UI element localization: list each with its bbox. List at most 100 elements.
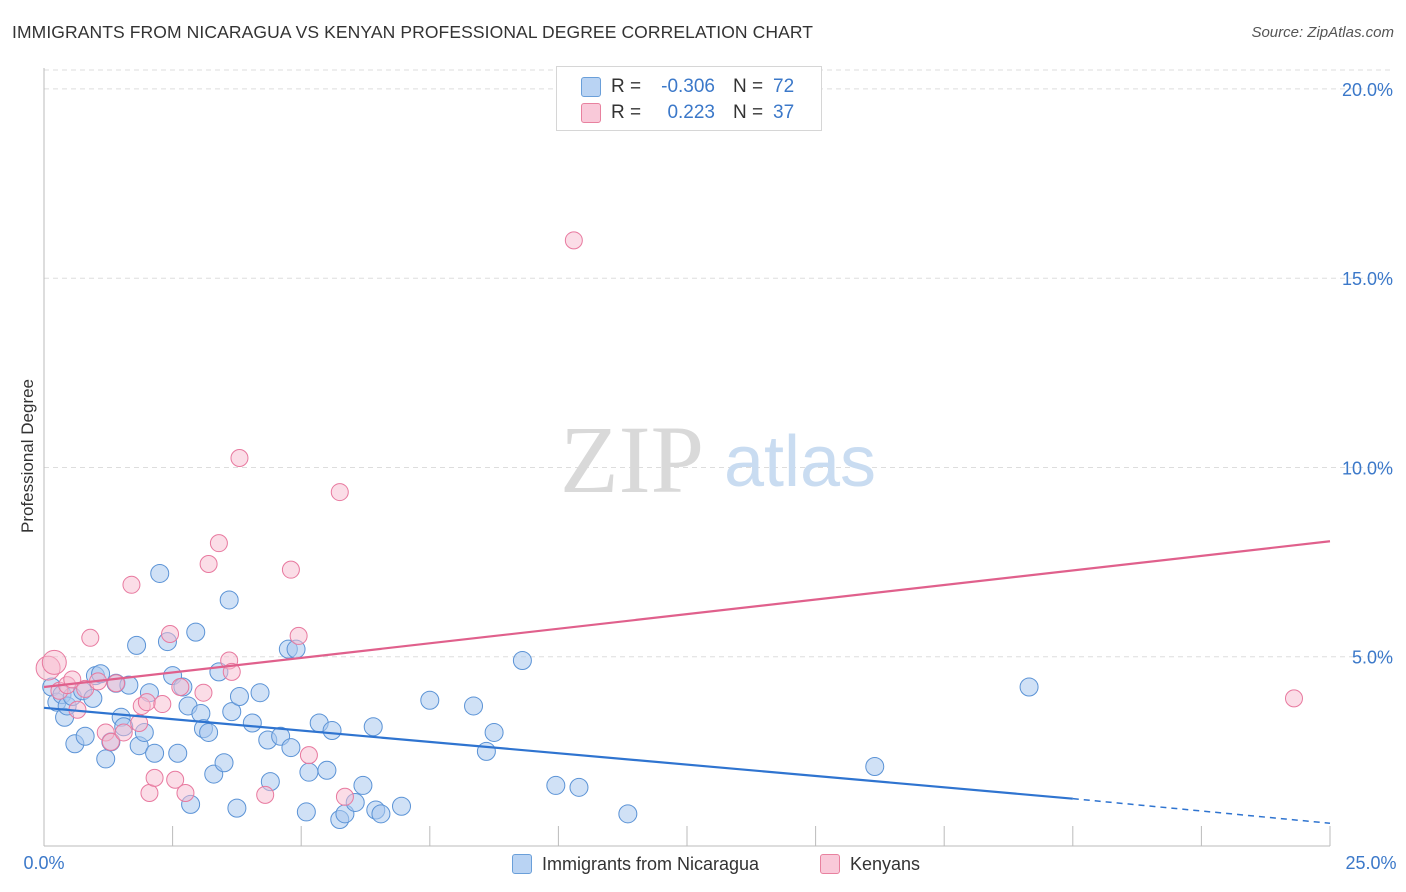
- point-kenyans: [564, 231, 583, 250]
- point-nicaragua: [96, 749, 116, 769]
- point-kenyans: [81, 628, 100, 647]
- chart-title: IMMIGRANTS FROM NICARAGUA VS KENYAN PROF…: [12, 22, 814, 42]
- point-nicaragua: [186, 622, 206, 642]
- point-nicaragua: [296, 802, 316, 822]
- legend-item-kenyans: Kenyans: [820, 852, 920, 876]
- point-kenyans: [166, 770, 185, 789]
- point-kenyans: [230, 449, 249, 467]
- point-nicaragua: [1019, 677, 1039, 697]
- point-nicaragua: [229, 686, 249, 706]
- watermark-atlas: atlas: [724, 422, 876, 502]
- legend-swatch-blue: [512, 854, 532, 874]
- point-nicaragua: [281, 738, 301, 758]
- point-kenyans: [171, 678, 190, 697]
- legend-label: Immigrants from Nicaragua: [542, 853, 760, 874]
- point-kenyans: [153, 695, 172, 714]
- trendline-kenyans: [43, 540, 1331, 689]
- n-label: N =: [733, 102, 764, 123]
- y-tick-label: 15.0%: [1342, 269, 1393, 289]
- point-nicaragua: [464, 696, 484, 716]
- point-nicaragua: [392, 796, 412, 816]
- point-nicaragua: [214, 753, 234, 773]
- point-nicaragua: [199, 722, 219, 742]
- point-nicaragua: [569, 777, 589, 797]
- point-kenyans: [289, 626, 308, 645]
- legend-label: Kenyans: [850, 853, 921, 874]
- point-nicaragua: [222, 702, 242, 722]
- series-kenyans-points: [35, 231, 1303, 806]
- point-nicaragua: [250, 683, 270, 703]
- legend-item-nicaragua: Immigrants from Nicaragua: [512, 852, 759, 876]
- source-label: Source: ZipAtlas.com: [1251, 24, 1394, 41]
- point-nicaragua: [371, 804, 391, 824]
- point-kenyans: [114, 723, 133, 742]
- point-kenyans: [176, 784, 195, 803]
- point-kenyans: [335, 787, 354, 806]
- point-kenyans: [161, 625, 180, 644]
- point-nicaragua: [168, 743, 188, 763]
- point-kenyans: [222, 662, 241, 681]
- legend-row-nicaragua: R = -0.306 N = 72: [581, 76, 794, 98]
- point-kenyans: [140, 784, 159, 803]
- point-nicaragua: [150, 563, 170, 583]
- point-nicaragua: [484, 722, 504, 742]
- point-nicaragua: [618, 804, 638, 824]
- point-kenyans: [137, 693, 156, 712]
- trendline-nicaragua-extension: [1072, 797, 1331, 825]
- x-tick-label: 0.0%: [23, 853, 64, 873]
- point-nicaragua: [363, 717, 383, 737]
- point-nicaragua: [299, 762, 319, 782]
- r-label: R =: [611, 102, 642, 123]
- point-kenyans: [122, 575, 141, 594]
- axes: [43, 68, 1331, 847]
- point-nicaragua: [512, 651, 532, 671]
- point-nicaragua: [353, 775, 373, 795]
- watermark: ZIP atlas: [560, 406, 876, 513]
- legend-swatch-pink: [581, 103, 601, 123]
- point-kenyans: [209, 534, 228, 553]
- point-nicaragua: [145, 743, 165, 763]
- point-kenyans: [299, 746, 318, 765]
- r-value: 0.223: [667, 102, 715, 123]
- point-nicaragua: [242, 713, 262, 733]
- point-nicaragua: [75, 726, 95, 746]
- r-label: R =: [611, 76, 642, 97]
- trendline-nicaragua: [43, 706, 1073, 800]
- point-kenyans: [41, 649, 67, 675]
- r-value: -0.306: [661, 76, 715, 97]
- point-kenyans: [1284, 689, 1303, 708]
- point-nicaragua: [322, 721, 342, 741]
- x-tick-label: 25.0%: [1345, 853, 1396, 873]
- point-nicaragua: [317, 760, 337, 780]
- point-kenyans: [199, 554, 218, 573]
- trendlines: [43, 540, 1331, 825]
- point-kenyans: [330, 483, 349, 502]
- point-kenyans: [145, 768, 164, 787]
- point-nicaragua: [219, 590, 239, 610]
- y-axis-label: Professional Degree: [18, 379, 37, 533]
- point-kenyans: [101, 732, 120, 751]
- point-nicaragua: [420, 690, 440, 710]
- point-kenyans: [281, 560, 300, 579]
- point-kenyans: [256, 785, 275, 804]
- tick-labels: 5.0% 10.0% 15.0% 20.0% 0.0% 25.0%: [23, 80, 1396, 873]
- correlation-legend: R = -0.306 N = 72 R = 0.223 N = 37: [556, 66, 822, 131]
- legend-swatch-blue: [581, 77, 601, 97]
- y-tick-label: 10.0%: [1342, 458, 1393, 478]
- point-nicaragua: [546, 775, 566, 795]
- y-tick-label: 20.0%: [1342, 80, 1393, 100]
- watermark-zip: ZIP: [560, 406, 704, 513]
- y-tick-label: 5.0%: [1352, 648, 1393, 668]
- point-nicaragua: [865, 757, 885, 777]
- legend-swatch-pink: [820, 854, 840, 874]
- point-nicaragua: [127, 635, 147, 655]
- legend-row-kenyans: R = 0.223 N = 37: [581, 102, 794, 124]
- n-value: 72: [773, 76, 795, 97]
- point-nicaragua: [227, 798, 247, 818]
- point-nicaragua: [476, 741, 496, 761]
- grid-lines: [44, 69, 1392, 658]
- n-label: N =: [733, 76, 764, 97]
- point-kenyans: [194, 683, 213, 702]
- n-value: 37: [773, 102, 795, 123]
